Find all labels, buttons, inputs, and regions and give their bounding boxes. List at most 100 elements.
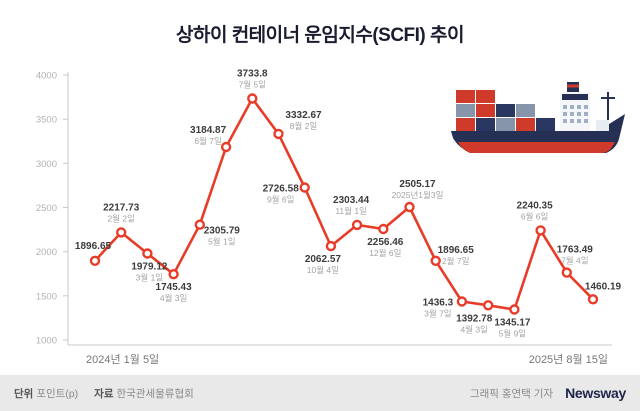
date-label: 2월 7일 <box>442 256 469 266</box>
date-label: 2025년1월3일 <box>392 190 444 200</box>
y-axis: 4000 3500 3000 2500 2000 1500 1000 <box>36 71 68 347</box>
value-label: 1745.43 <box>156 282 193 293</box>
y-tick-label: 3000 <box>36 159 57 170</box>
unit-label: 단위 <box>14 387 34 400</box>
y-tick-label: 1000 <box>36 336 57 347</box>
value-label: 3184.87 <box>190 125 227 136</box>
value-label: 2305.79 <box>204 226 241 237</box>
date-label: 7월 5일 <box>239 80 266 90</box>
date-label: 2월 2일 <box>107 213 134 223</box>
value-label: 1460.19 <box>585 281 622 292</box>
date-label: 3월 7일 <box>424 309 451 319</box>
ship-bow-deckhouse <box>596 120 609 131</box>
data-point <box>587 294 599 305</box>
value-label: 2256.46 <box>367 237 404 248</box>
date-label: 4월 3일 <box>460 324 487 334</box>
unit-value: 포인트(p) <box>36 387 79 400</box>
data-points <box>89 93 599 315</box>
data-point <box>430 255 441 266</box>
y-tick-label: 2500 <box>36 203 57 214</box>
ship-container <box>516 104 535 117</box>
footer-source: 단위 포인트(p) 자료 한국관세물류협회 <box>14 386 194 401</box>
value-label: 1436.3 <box>423 298 454 309</box>
data-point <box>535 225 546 236</box>
data-point <box>168 269 179 280</box>
value-label: 3733.8 <box>237 69 268 80</box>
value-label: 2240.35 <box>517 200 554 211</box>
data-point <box>194 219 206 230</box>
ship-hull-stripe <box>458 142 615 153</box>
value-label: 1896.65 <box>438 245 475 256</box>
data-point <box>561 267 572 278</box>
footer-credit: 그래픽 홍연택 기자 Newsway <box>470 385 626 401</box>
y-tick-label: 4000 <box>36 71 57 82</box>
ship-bridge-portholes <box>563 105 588 123</box>
data-point <box>115 227 127 238</box>
value-label: 1896.65 <box>75 241 112 252</box>
data-point <box>142 248 153 259</box>
credit-text: 그래픽 홍연택 기자 <box>469 387 554 400</box>
ship-container <box>456 90 475 103</box>
ship-container <box>496 118 515 131</box>
source-value: 한국관세물류협회 <box>116 387 194 400</box>
date-label: 8월 2일 <box>290 121 317 131</box>
source-label: 자료 <box>94 387 114 400</box>
data-point <box>89 255 101 266</box>
data-point <box>456 296 468 307</box>
value-label: 2303.44 <box>333 195 370 206</box>
date-label: 11월 1일 <box>335 206 367 216</box>
value-label: 2726.58 <box>263 184 300 195</box>
data-point <box>404 201 415 213</box>
ship-container <box>476 118 495 131</box>
data-point <box>509 304 520 315</box>
ship-illustration <box>451 82 625 153</box>
data-point <box>247 93 258 104</box>
newsway-logo: Newsway <box>565 385 626 401</box>
value-label: 1763.49 <box>557 245 594 256</box>
value-label: 1345.17 <box>494 318 531 329</box>
axes <box>67 72 612 346</box>
data-point <box>378 223 389 235</box>
ship-container <box>456 104 475 117</box>
date-label: 5월 9일 <box>499 329 526 339</box>
y-tick-label: 1500 <box>36 291 57 302</box>
date-label: 5월 1일 <box>208 237 235 247</box>
x-axis-label-start: 2024년 1월 5일 <box>86 352 159 366</box>
value-label: 2217.73 <box>103 202 140 213</box>
data-point <box>483 300 494 311</box>
ship-container <box>516 118 535 131</box>
ship-container <box>476 90 495 103</box>
ship-container <box>496 104 515 117</box>
data-point <box>351 219 363 231</box>
date-label: 10월 4일 <box>307 265 339 275</box>
date-label: 4월 3일 <box>160 293 187 303</box>
footer-bar: 단위 포인트(p) 자료 한국관세물류협회 그래픽 홍연택 기자 Newsway <box>0 375 640 411</box>
y-tick-label: 3500 <box>36 115 57 126</box>
ship-container <box>536 118 555 131</box>
ship-containers <box>456 90 555 131</box>
data-point <box>273 128 284 140</box>
y-tick-label: 2000 <box>36 247 57 258</box>
ship-funnel-stripe <box>567 84 579 88</box>
value-label: 2062.57 <box>305 254 342 265</box>
ship-container <box>456 118 475 131</box>
value-label: 2505.17 <box>399 179 436 190</box>
value-label: 1979.12 <box>131 262 168 273</box>
data-point <box>220 141 232 153</box>
date-label: 3월 1일 <box>136 273 163 283</box>
ship-container <box>476 104 495 117</box>
date-label: 7월 4일 <box>561 256 588 266</box>
ship-bridge-windows <box>562 94 588 100</box>
scfi-line-chart: 4000 3500 3000 2500 2000 1500 1000 2024년 1월 5일… <box>36 69 625 366</box>
value-label: 1392.78 <box>456 313 493 324</box>
data-point <box>299 182 310 193</box>
data-point <box>325 240 337 252</box>
x-axis: 2024년 1월 5일 2025년 8월 15일 <box>86 352 608 366</box>
value-label: 3332.67 <box>285 110 322 121</box>
date-label: 12월 6일 <box>369 248 401 258</box>
page-title: 상하이 컨테이너 운임지수(SCFI) 추이 <box>175 25 465 46</box>
date-label: 6월 6일 <box>521 211 548 221</box>
date-label: 6월 7일 <box>194 136 221 146</box>
x-axis-label-end: 2025년 8월 15일 <box>529 352 608 366</box>
